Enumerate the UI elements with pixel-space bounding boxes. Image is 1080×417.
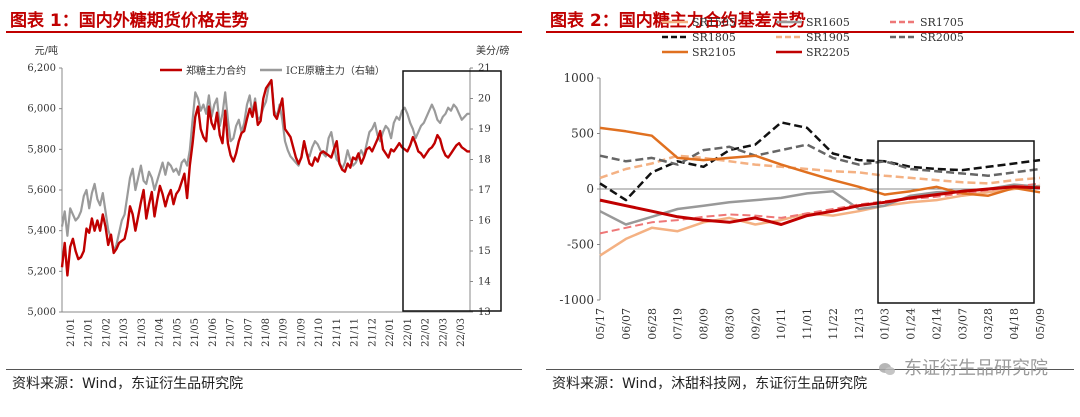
sugar-futures-price-chart: 元/吨 美分/磅 5,000 5,200 5,400 5,600 5,800 6,000 6,2… xyxy=(27,44,509,347)
x-tick-label: 21/05 xyxy=(172,318,183,347)
series-line-ice-raw-sugar xyxy=(60,79,470,253)
watermark: 东证衍生品研究院 xyxy=(878,354,1048,380)
y-left-tick-label: 5,600 xyxy=(27,185,56,196)
y-right-tick-label: 14 xyxy=(478,277,491,288)
y-right-tick-label: 18 xyxy=(478,155,491,166)
y-left-tick-label: 5,000 xyxy=(27,307,56,318)
legend-label-ice: ICE原糖主力（右轴） xyxy=(286,64,385,77)
x-tick-label: 08/09 xyxy=(698,308,711,340)
x-tick-label: 21/06 xyxy=(208,318,219,347)
x-tick-label: 01/03 xyxy=(879,308,892,340)
y-right-tick-label: 21 xyxy=(478,63,491,74)
x-tick-label: 22/03 xyxy=(456,318,467,347)
basis-trend-chart: -1000 -500 0 500 1000 05/17 06/07 06/28 07/19 08/… xyxy=(559,16,1047,340)
x-tick-label: 22/03 xyxy=(438,318,449,347)
watermark-text: 东证衍生品研究院 xyxy=(904,358,1048,379)
series-line-sr2105 xyxy=(599,126,1041,197)
x-tick-label: 21/08 xyxy=(261,318,272,347)
figure-2-title: 图表 2：国内糖主力合约基差走势 xyxy=(550,11,806,31)
legend-label-sr1605: SR1605 xyxy=(806,16,850,29)
figure-2-source-rule xyxy=(546,369,1074,370)
y-left-tick-label: 5,800 xyxy=(27,144,56,155)
legend-label-sr1905: SR1905 xyxy=(806,31,850,44)
x-tick-label: 04/18 xyxy=(1008,308,1021,340)
y-right-tick-label: 15 xyxy=(478,246,491,257)
y-right-tick-label: 19 xyxy=(478,124,491,135)
figure-2-source: 资料来源：Wind，沐甜科技网，东证衍生品研究院 xyxy=(552,376,868,392)
x-tick-label: 21/03 xyxy=(119,318,130,347)
series-line-sr1705 xyxy=(599,182,1041,235)
legend-label-sr1705: SR1705 xyxy=(920,16,964,29)
x-tick-label: 06/28 xyxy=(646,308,659,340)
y-right-tick-label: 13 xyxy=(478,307,491,318)
wechat-icon xyxy=(879,363,895,375)
figure-1-title-rule xyxy=(6,31,522,33)
series-line-sr2005 xyxy=(599,143,1041,177)
figure-1-title: 图表 1：国内外糖期货价格走势 xyxy=(10,11,249,31)
y-left-tick-label: 6,000 xyxy=(27,104,56,115)
x-tick-label: 11/22 xyxy=(827,308,840,340)
x-tick-label: 05/09 xyxy=(1034,308,1047,340)
y-left-unit-label: 元/吨 xyxy=(35,44,58,57)
x-tick-label: 22/02 xyxy=(421,318,432,347)
x-tick-label: 21/04 xyxy=(155,318,166,347)
x-tick-label: 05/17 xyxy=(594,308,607,340)
figure-1-source: 资料来源：Wind，东证衍生品研究院 xyxy=(12,376,244,392)
y-tick-label: 500 xyxy=(571,127,594,141)
x-tick-label: 21/07 xyxy=(226,318,237,347)
legend-label-zhengzhou: 郑糖主力合约 xyxy=(186,64,246,77)
x-tick-label: 21/11 xyxy=(350,318,361,347)
x-tick-label: 21/10 xyxy=(314,318,325,347)
x-tick-label: 21/05 xyxy=(190,318,201,347)
legend-label-sr2105: SR2105 xyxy=(692,46,736,59)
legend-label-sr2205: SR2205 xyxy=(806,46,850,59)
y-left-tick-label: 5,200 xyxy=(27,266,56,277)
x-tick-label: 21/03 xyxy=(137,318,148,347)
x-tick-label: 21/01 xyxy=(84,318,95,347)
x-tick-label: 21/09 xyxy=(279,318,290,347)
series-line-sr1805 xyxy=(599,121,1041,202)
legend-label-sr2005: SR2005 xyxy=(920,31,964,44)
y-tick-label: 0 xyxy=(586,182,594,196)
x-tick-label: 02/14 xyxy=(930,308,943,340)
y-right-tick-label: 20 xyxy=(478,94,491,105)
highlight-box xyxy=(877,140,1035,304)
y-right-unit-label: 美分/磅 xyxy=(476,44,509,57)
x-tick-label: 21/01 xyxy=(66,318,77,347)
x-tick-label: 08/30 xyxy=(723,308,736,340)
series-line-sr1905 xyxy=(599,154,1041,185)
figure-1-panel: 图表 1：国内外糖期货价格走势 元/吨 美分/磅 5,000 5,200 5,400 5,… xyxy=(0,0,528,417)
legend-label-sr1805: SR1805 xyxy=(692,31,736,44)
series-line-sr2205 xyxy=(599,185,1041,226)
highlight-box xyxy=(402,70,502,312)
y-tick-label: -500 xyxy=(567,238,594,252)
series-line-zhengzhou-sugar xyxy=(60,79,470,277)
x-tick-label: 22/01 xyxy=(385,318,396,347)
figure-1-source-rule xyxy=(6,369,522,370)
x-tick-label: 11/01 xyxy=(801,308,814,340)
x-tick-label: 09/20 xyxy=(749,308,762,340)
figure-2-title-rule xyxy=(546,31,1074,33)
y-left-tick-label: 5,400 xyxy=(27,226,56,237)
x-tick-label: 10/11 xyxy=(775,308,788,340)
y-left-tick-label: 6,200 xyxy=(27,63,56,74)
x-tick-label: 06/07 xyxy=(620,308,633,340)
x-tick-label: 22/01 xyxy=(403,318,414,347)
x-tick-label: 01/24 xyxy=(905,308,918,340)
x-tick-label: 21/02 xyxy=(101,318,112,347)
figure-2-panel: 图表 2：国内糖主力合约基差走势 -1000 -500 0 500 1000 05/17 0… xyxy=(540,0,1080,417)
x-tick-label: 21/12 xyxy=(367,318,378,347)
legend-label-sr1505: SR1505 xyxy=(692,16,736,29)
y-right-tick-label: 17 xyxy=(478,185,491,196)
y-right-tick-label: 16 xyxy=(478,216,491,227)
x-tick-label: 07/19 xyxy=(672,308,685,340)
x-tick-label: 21/09 xyxy=(296,318,307,347)
x-tick-label: 12/13 xyxy=(853,308,866,340)
x-tick-label: 03/28 xyxy=(982,308,995,340)
x-tick-label: 03/07 xyxy=(956,308,969,340)
x-tick-label: 21/07 xyxy=(243,318,254,347)
y-tick-label: -1000 xyxy=(559,293,594,307)
x-tick-label: 21/11 xyxy=(332,318,343,347)
y-tick-label: 1000 xyxy=(563,71,594,85)
